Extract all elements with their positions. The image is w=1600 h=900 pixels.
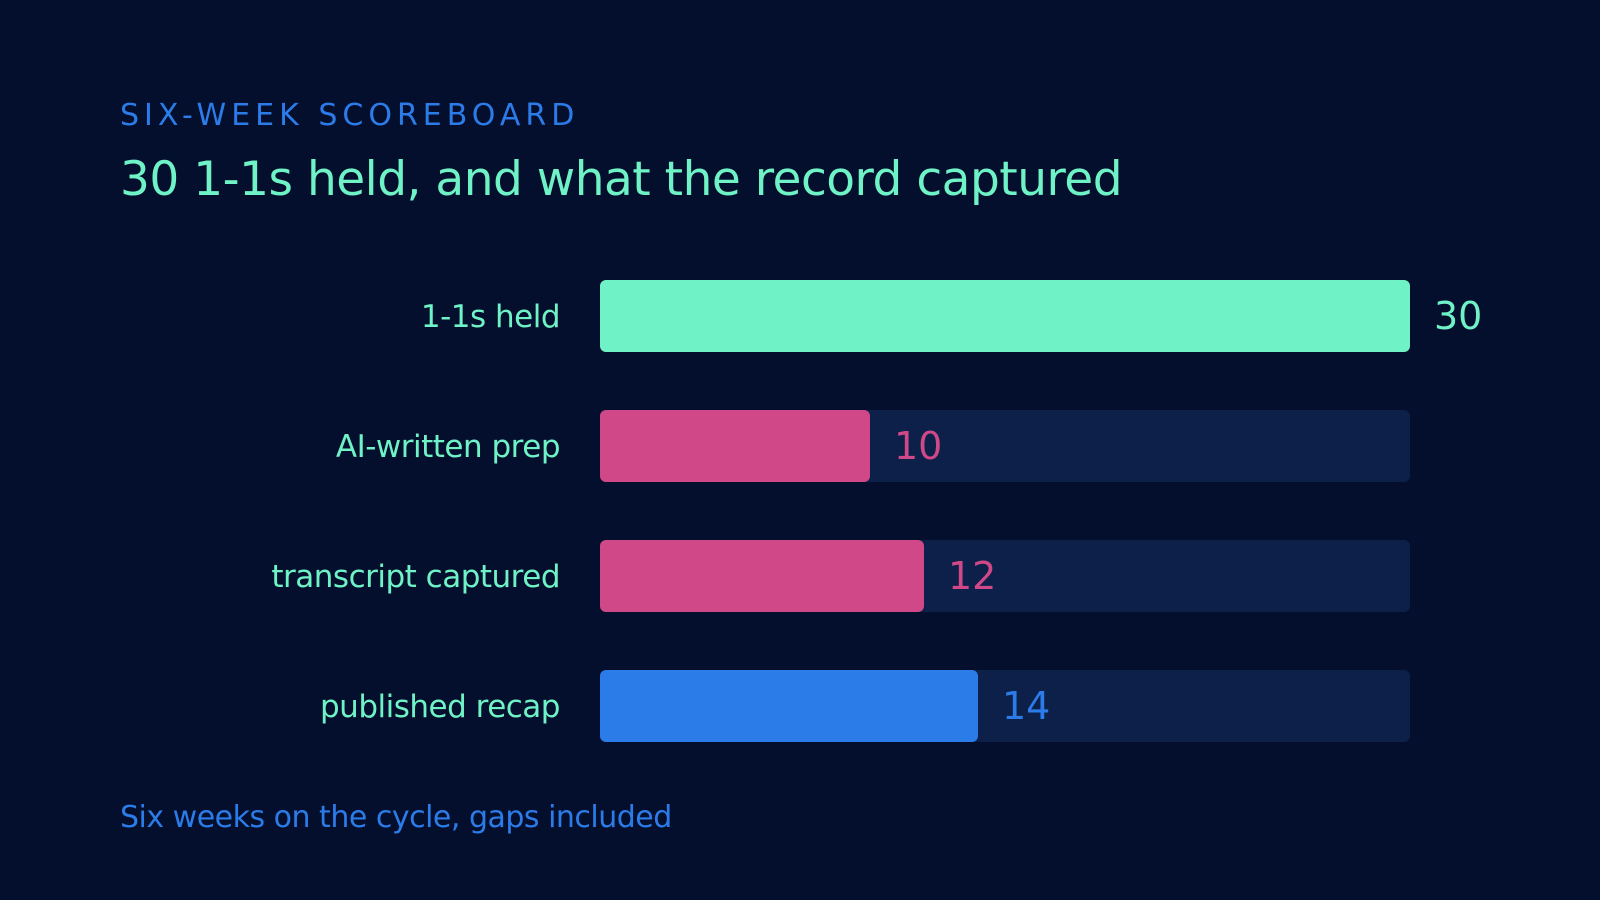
value-label: 10 [894, 424, 942, 468]
chart-title: 30 1-1s held, and what the record captur… [120, 152, 1123, 207]
bar [600, 540, 924, 612]
bar [600, 280, 1410, 352]
value-label: 30 [1434, 294, 1482, 338]
bar [600, 410, 870, 482]
value-label: 14 [1002, 684, 1050, 728]
category-label: 1-1s held [421, 299, 560, 335]
eyebrow-label: SIX-WEEK SCOREBOARD [120, 98, 580, 133]
category-label: AI-written prep [336, 429, 560, 465]
category-label: published recap [320, 689, 560, 725]
bar [600, 670, 978, 742]
value-label: 12 [948, 554, 996, 598]
category-label: transcript captured [271, 559, 560, 595]
footnote: Six weeks on the cycle, gaps included [120, 800, 672, 835]
